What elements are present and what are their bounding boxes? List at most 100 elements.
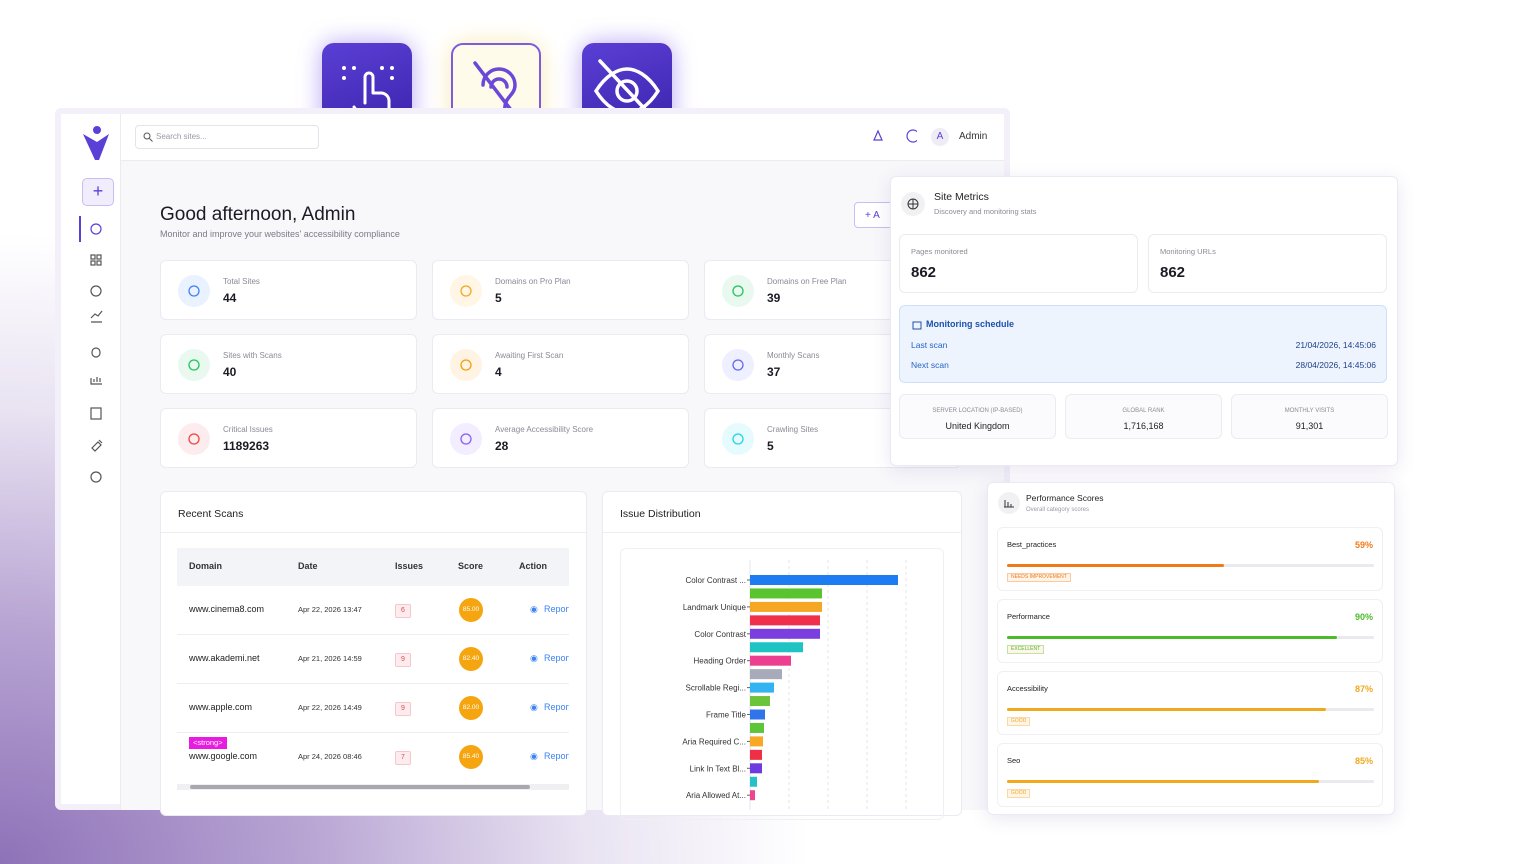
score-badge: 85.00	[459, 598, 483, 622]
stat-icon	[450, 349, 482, 381]
stat-icon	[722, 423, 754, 455]
topbar-divider	[121, 160, 1004, 161]
report-link[interactable]: Report ◉	[530, 604, 569, 616]
date: Apr 24, 2026 08:46	[298, 752, 362, 761]
stat-value: 1189263	[223, 439, 270, 453]
schedule-title: Monitoring schedule	[926, 319, 1015, 329]
report-link[interactable]: Report ◉	[530, 702, 569, 714]
stat-icon-svg	[460, 433, 472, 445]
bar	[750, 696, 770, 707]
eye-icon: ◉	[530, 702, 538, 712]
score-name: Best_practices	[1007, 540, 1057, 549]
schedule-value: 28/04/2026, 14:45:06	[1295, 360, 1376, 370]
info-value: United Kingdom	[945, 421, 1010, 431]
category-label: Color Contrast	[694, 630, 746, 639]
report-link[interactable]: Report ◉	[530, 751, 569, 763]
progress-fill	[1007, 564, 1224, 567]
report-link[interactable]: Report ◉	[530, 653, 569, 665]
globe-icon	[901, 192, 925, 216]
bar	[750, 736, 763, 747]
table-header-bg	[177, 548, 569, 586]
stat-label: Average Accessibility Score	[495, 425, 594, 434]
schedule-label: Last scan	[911, 340, 948, 350]
column-header: Domain	[189, 561, 223, 571]
report-label: Report	[544, 702, 569, 712]
date: Apr 22, 2026 14:49	[298, 703, 362, 712]
progress-track	[1007, 708, 1374, 711]
stat-icon-svg	[188, 433, 200, 445]
divider	[603, 532, 961, 533]
stat-card: Critical Issues 1189263	[160, 408, 417, 468]
category-label: Landmark Unique	[683, 603, 747, 612]
stat-value: 40	[223, 365, 237, 379]
progress-track	[1007, 636, 1374, 639]
add-button[interactable]: +	[82, 178, 114, 206]
score-item: Performance 90% EXCELLENT	[997, 599, 1383, 663]
category-label: Frame Title	[706, 711, 747, 720]
stat-value: 44	[223, 291, 237, 305]
row-divider	[177, 732, 569, 733]
stat-icon-svg	[460, 359, 472, 371]
info-label: MONTHLY VISITS	[1284, 408, 1335, 414]
topbar-icons	[873, 129, 917, 143]
column-header: Issues	[395, 561, 424, 571]
stat-icon	[722, 275, 754, 307]
domain: www.akademi.net	[189, 653, 260, 663]
stat-label: Total Sites	[223, 277, 260, 286]
column-header: Score	[458, 561, 484, 571]
info-label: GLOBAL RANK	[1122, 408, 1165, 414]
eye-icon: ◉	[530, 604, 538, 614]
row-divider	[177, 683, 569, 684]
search-icon	[143, 132, 153, 142]
category-label: Aria Required C...	[682, 737, 746, 746]
stat-label: Monthly Scans	[767, 351, 820, 360]
report-label: Report	[544, 653, 569, 663]
eye-icon: ◉	[530, 653, 538, 663]
stat-label: Awaiting First Scan	[495, 351, 564, 360]
bar	[750, 763, 762, 774]
date: Apr 22, 2026 13:47	[298, 605, 362, 614]
domain: www.cinema8.com	[189, 604, 265, 614]
progress-fill	[1007, 636, 1338, 639]
stat-icon	[178, 423, 210, 455]
issues-badge: 7	[395, 751, 411, 765]
bar	[750, 575, 898, 585]
bar	[750, 682, 774, 693]
user-name: Admin	[959, 131, 988, 142]
score-name: Accessibility	[1007, 684, 1048, 693]
globe-svg	[907, 198, 919, 210]
greeting-title: Good afternoon, Admin	[160, 204, 356, 225]
stat-value: 39	[767, 291, 781, 305]
progress-fill	[1007, 780, 1319, 783]
dashboard: + Search sites... A Admin Good afternoon…	[55, 108, 1010, 820]
metric-value: 862	[911, 264, 937, 281]
stat-value: 37	[767, 365, 781, 379]
scroll-thumb	[190, 785, 530, 789]
stat-label: Crawling Sites	[767, 425, 819, 434]
score-badge: 85.40	[459, 745, 483, 769]
chart-icon-svg	[1004, 500, 1014, 508]
bar	[750, 776, 757, 787]
category-label: Scrollable Regi...	[686, 684, 746, 693]
calendar-icon	[912, 321, 922, 330]
progress-track	[1007, 564, 1374, 567]
recent-scans-title: Recent Scans	[178, 508, 244, 520]
info-box: GLOBAL RANK 1,716,168	[1065, 394, 1222, 439]
stat-label: Domains on Free Plan	[767, 277, 847, 286]
recent-scans-panel: Recent Scans Domain Date Issues Score Action…	[160, 491, 587, 816]
stat-label: Sites with Scans	[223, 351, 282, 360]
bar	[750, 655, 791, 666]
score-badge: 82.40	[459, 647, 483, 671]
stat-value: 28	[495, 439, 509, 453]
avatar[interactable]: A	[931, 128, 949, 146]
bar	[750, 722, 764, 733]
category-label: Heading Order	[694, 657, 747, 666]
add-site-label: A	[873, 210, 880, 221]
bar	[750, 588, 822, 599]
bar	[750, 601, 822, 612]
search-box[interactable]: Search sites...	[135, 125, 319, 149]
stat-card: Sites with Scans 40	[160, 334, 417, 394]
column-header: Date	[298, 561, 318, 571]
stat-icon-svg	[460, 285, 472, 297]
stat-icon-svg	[732, 285, 744, 297]
